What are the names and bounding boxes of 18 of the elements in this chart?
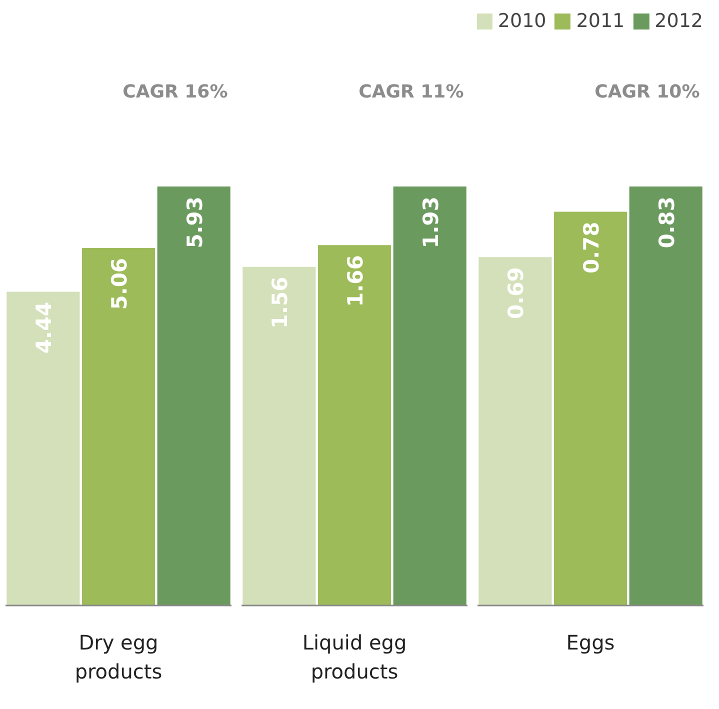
data-label: 1.56 bbox=[268, 276, 292, 329]
data-label: 0.69 bbox=[504, 267, 528, 319]
data-label: 5.93 bbox=[182, 196, 207, 248]
text: CAGR 16% bbox=[122, 82, 228, 103]
data-label: 1.66 bbox=[344, 255, 368, 307]
x-axis-title: Liquid egg products bbox=[302, 630, 407, 684]
x-axis-title: Eggs bbox=[566, 630, 615, 654]
x-axis-title: Dry egg products bbox=[74, 630, 162, 684]
text: CAGR 10% bbox=[594, 82, 700, 103]
data-label: 1.93 bbox=[418, 196, 443, 248]
legend-label: 2010 bbox=[498, 10, 546, 32]
text: CAGR 11% bbox=[358, 82, 464, 103]
legend-label: 2011 bbox=[576, 10, 625, 32]
data-label: 0.83 bbox=[654, 196, 679, 248]
data-label: 4.44 bbox=[32, 302, 56, 354]
data-label: 5.06 bbox=[108, 258, 132, 310]
data-label: 0.78 bbox=[580, 222, 604, 274]
legend-label: 2012 bbox=[654, 10, 703, 32]
